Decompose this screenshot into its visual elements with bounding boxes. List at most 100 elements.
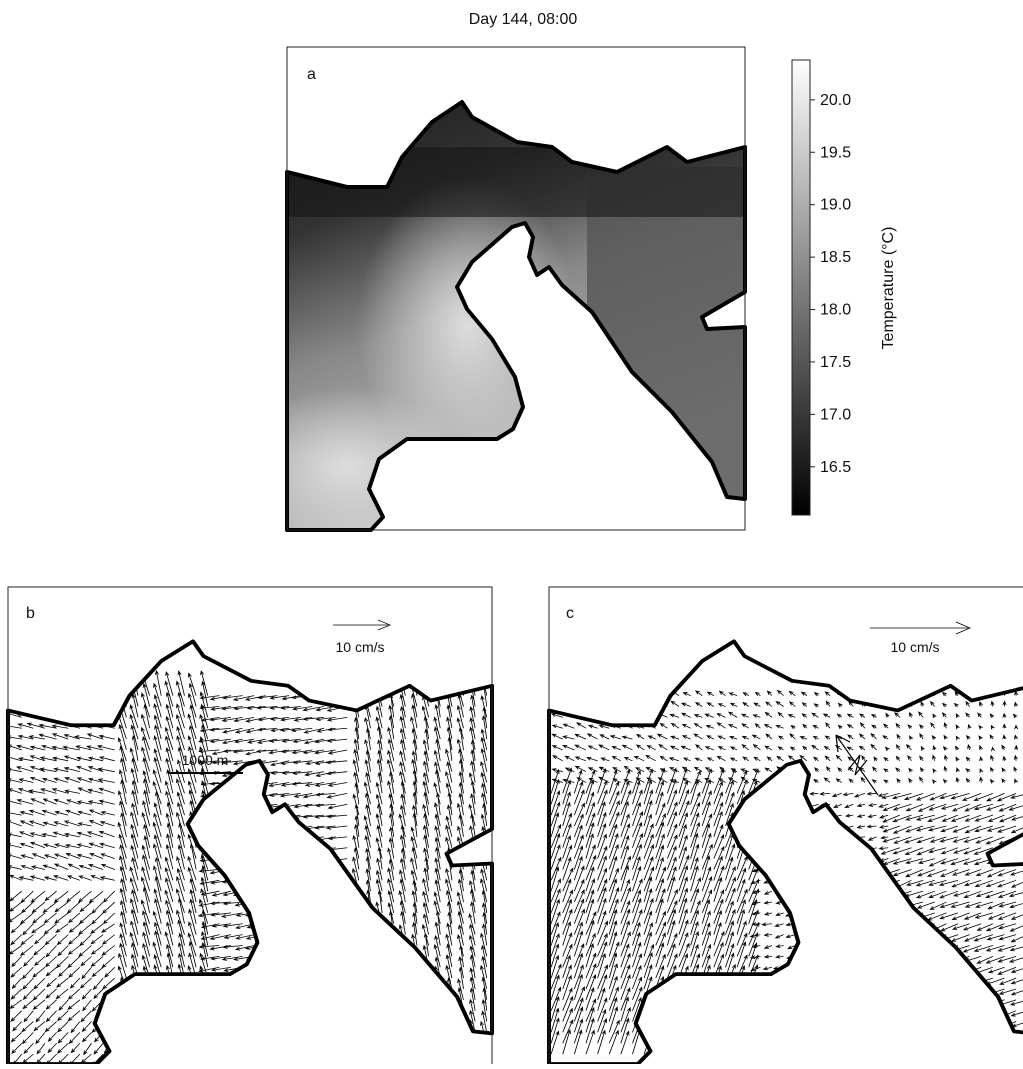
current-vector: [32, 866, 45, 870]
current-vector: [671, 736, 679, 739]
current-vector: [777, 777, 783, 782]
current-vector: [425, 1032, 429, 1054]
current-vector: [563, 976, 572, 1000]
current-vector: [910, 736, 913, 740]
current-vector: [598, 781, 607, 804]
current-vector: [856, 880, 865, 883]
current-vector: [448, 675, 452, 696]
current-vector: [46, 989, 56, 998]
current-vector: [763, 1054, 772, 1057]
current-vector: [743, 736, 749, 739]
current-vector: [292, 913, 312, 916]
current-vector: [23, 978, 33, 989]
current-vector: [551, 813, 559, 837]
current-vector: [587, 757, 597, 761]
current-vector: [92, 967, 103, 976]
current-vector: [378, 1031, 382, 1054]
current-vector: [11, 967, 22, 977]
current-vector: [920, 756, 924, 760]
current-vector: [834, 989, 842, 992]
current-vector: [753, 715, 760, 718]
current-vector: [966, 989, 981, 995]
panel-label: c: [566, 605, 574, 622]
current-vector: [586, 692, 597, 696]
current-vector: [869, 880, 877, 883]
current-vector: [447, 1011, 452, 1032]
current-vector: [731, 758, 737, 761]
current-vector: [737, 988, 747, 1011]
current-vector: [788, 891, 795, 894]
current-vector: [366, 1009, 371, 1032]
current-vector: [737, 1031, 746, 1054]
current-vector: [154, 814, 162, 837]
current-vector: [832, 977, 841, 980]
current-vector: [855, 1043, 864, 1046]
current-vector: [43, 865, 56, 869]
current-vector: [872, 780, 876, 783]
current-vector: [132, 997, 138, 1021]
current-vector: [917, 967, 935, 973]
current-vector: [329, 696, 347, 700]
current-vector: [729, 693, 737, 696]
current-vector: [293, 924, 312, 927]
current-vector: [944, 767, 947, 772]
current-vector: [788, 848, 795, 851]
current-vector: [329, 837, 348, 840]
current-vector: [884, 956, 900, 962]
current-vector: [929, 945, 946, 951]
current-vector: [45, 1022, 56, 1032]
current-vector: [719, 691, 725, 695]
current-vector: [224, 1032, 243, 1037]
current-vector: [470, 956, 475, 979]
current-vector: [92, 913, 103, 924]
current-vector: [65, 821, 80, 826]
current-vector: [377, 826, 382, 848]
current-vector: [824, 778, 830, 783]
current-vector: [952, 1022, 969, 1027]
current-vector: [293, 1043, 312, 1047]
current-vector: [458, 879, 463, 902]
current-vector: [376, 977, 382, 1000]
current-vector: [764, 967, 772, 970]
current-vector: [211, 1043, 231, 1046]
current-vector: [609, 1007, 617, 1032]
current-vector: [869, 945, 877, 948]
current-vector: [821, 902, 830, 905]
current-vector: [880, 825, 888, 828]
current-vector: [166, 705, 173, 729]
current-vector: [119, 1021, 127, 1043]
current-vector: [574, 1030, 582, 1054]
current-vector: [365, 935, 370, 956]
current-vector: [857, 989, 865, 992]
current-vector: [774, 837, 783, 840]
current-vector: [306, 924, 324, 927]
current-vector: [944, 747, 948, 751]
current-vector: [800, 1043, 807, 1046]
current-vector: [271, 1043, 289, 1046]
current-vector: [763, 989, 772, 992]
current-vector: [589, 702, 598, 706]
current-vector: [656, 846, 664, 870]
current-vector: [881, 935, 888, 938]
current-vector: [991, 701, 994, 706]
current-vector: [752, 847, 760, 850]
current-vector: [869, 803, 877, 806]
current-vector: [0, 691, 10, 695]
current-vector: [366, 968, 370, 989]
current-vector: [21, 935, 33, 945]
current-vector: [211, 728, 231, 731]
current-vector: [708, 692, 714, 695]
current-vector: [155, 986, 161, 1010]
current-vector: [894, 1011, 911, 1017]
current-vector: [932, 736, 936, 740]
current-vector: [389, 967, 394, 989]
current-vector: [752, 814, 760, 817]
current-vector: [21, 843, 34, 847]
current-vector: [36, 1032, 45, 1043]
current-vector: [755, 724, 760, 728]
current-vector: [836, 746, 842, 750]
current-vector: [632, 781, 640, 804]
current-vector: [106, 1011, 115, 1022]
current-vector: [413, 977, 417, 999]
current-vector: [236, 880, 254, 884]
